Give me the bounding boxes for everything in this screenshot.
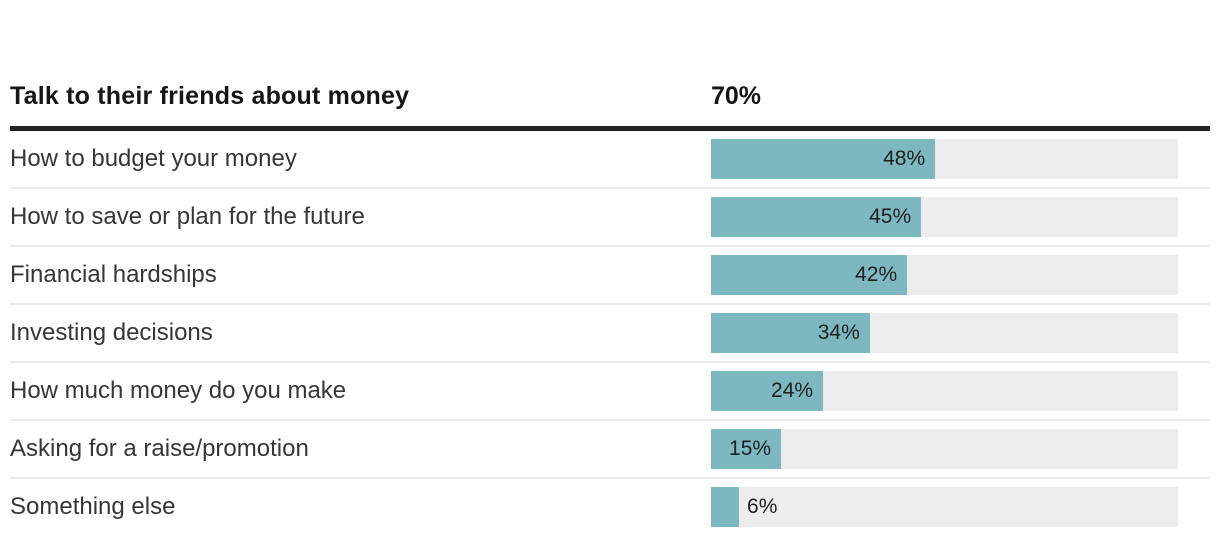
- bar-track: 42%: [711, 255, 1178, 295]
- category-label: How much money do you make: [10, 377, 347, 404]
- bar-fill: 45%: [711, 197, 922, 237]
- chart-header: Talk to their friends about money 70%: [10, 0, 1210, 126]
- bar-fill: [711, 487, 740, 527]
- bar-value-label: 24%: [771, 379, 814, 402]
- bar-track: 15%: [711, 429, 1178, 469]
- chart-rows: How to budget your money 48% How to save…: [10, 131, 1210, 535]
- category-label: Financial hardships: [10, 261, 217, 288]
- category-label: Investing decisions: [10, 319, 213, 346]
- chart-header-value: 70%: [711, 82, 762, 110]
- bar-value-label: 42%: [855, 263, 898, 286]
- bar-fill: 48%: [711, 139, 936, 179]
- bar-fill: 42%: [711, 255, 908, 295]
- chart-row: Asking for a raise/promotion 15%: [10, 421, 1210, 479]
- category-label: How to budget your money: [10, 145, 297, 172]
- chart-row: How much money do you make 24%: [10, 363, 1210, 421]
- bar-fill: 15%: [711, 429, 782, 469]
- chart-row: How to budget your money 48%: [10, 131, 1210, 189]
- category-label: Asking for a raise/promotion: [10, 435, 309, 462]
- bar-track: 34%: [711, 313, 1178, 353]
- chart-row: Financial hardships 42%: [10, 247, 1210, 305]
- header-rule: [10, 126, 1210, 131]
- bar-track: 48%: [711, 139, 1178, 179]
- bar-value-label: 48%: [883, 147, 926, 170]
- bar-value-label: 45%: [869, 205, 912, 228]
- bar-track: 6%: [711, 487, 1178, 527]
- bar-track: 45%: [711, 197, 1178, 237]
- bar-fill: 24%: [711, 371, 824, 411]
- bar-value-label: 15%: [729, 437, 772, 460]
- bar-value-label: 34%: [817, 321, 860, 344]
- chart-row: How to save or plan for the future 45%: [10, 189, 1210, 247]
- category-label: How to save or plan for the future: [10, 203, 365, 230]
- bar-track: 24%: [711, 371, 1178, 411]
- chart-inner: Talk to their friends about money 70% Ho…: [10, 0, 1210, 535]
- chart-row: Investing decisions 34%: [10, 305, 1210, 363]
- chart-header-label: Talk to their friends about money: [10, 82, 410, 110]
- category-label: Something else: [10, 493, 176, 520]
- bar-fill: 34%: [711, 313, 870, 353]
- bar-value-label: 6%: [747, 495, 778, 518]
- chart-row: Something else 6%: [10, 479, 1210, 535]
